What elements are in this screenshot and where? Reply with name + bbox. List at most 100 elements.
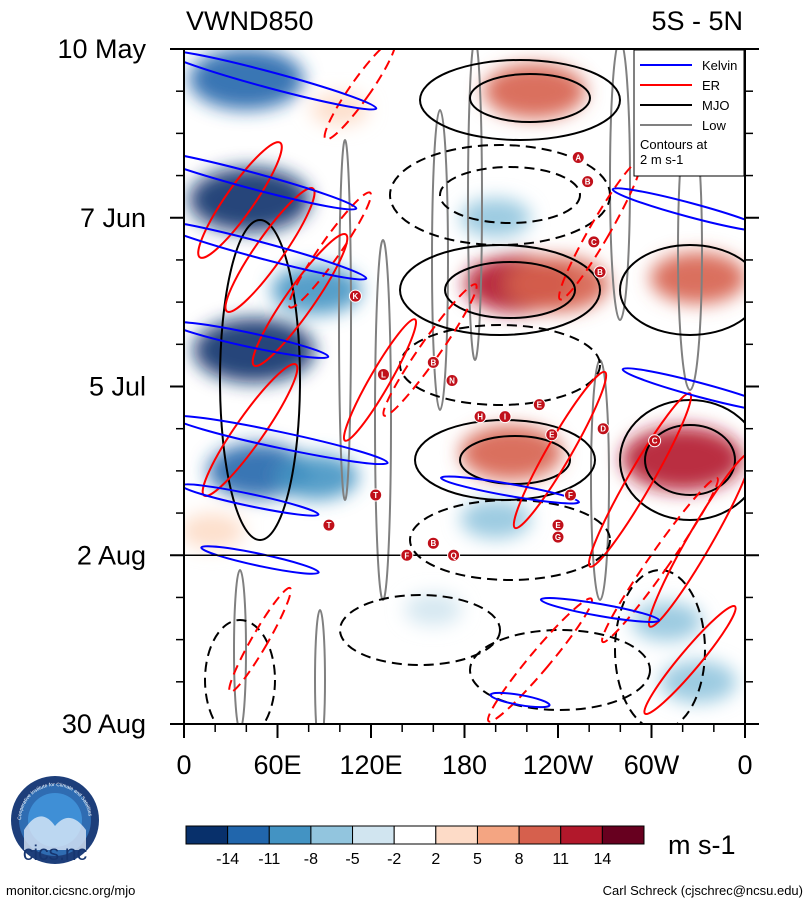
svg-text:Q: Q (450, 551, 456, 560)
logo-text: cics.nc (23, 842, 87, 865)
anomaly-cell-16 (404, 593, 463, 626)
anomaly-cell-13 (460, 499, 531, 539)
svg-text:E: E (549, 431, 555, 440)
event-label-b-1: B (581, 175, 595, 189)
svg-text:E: E (555, 521, 561, 530)
svg-text:A: A (575, 153, 581, 162)
colorbar-swatch-8 (518, 825, 562, 845)
x-tick-label-3: 180 (442, 750, 487, 780)
legend: Kelvin ER MJO Low Contours at 2 m s-1 (633, 49, 745, 177)
svg-text:Kelvin: Kelvin (702, 58, 737, 73)
colorbar-level-label-3: -5 (345, 851, 359, 868)
anomaly-cell-11 (650, 252, 745, 305)
x-tick-label-6: 0 (737, 750, 752, 780)
svg-text:C: C (652, 437, 658, 446)
legend-item-er: ER (640, 78, 720, 93)
svg-text:F: F (404, 551, 409, 560)
colorbar-swatch-5 (393, 825, 437, 845)
event-label-c-13: C (648, 434, 662, 448)
x-tick-label-2: 120E (339, 750, 402, 780)
event-label-a-0: A (571, 150, 585, 164)
colorbar-swatch-1 (227, 825, 270, 845)
event-label-d-12: D (596, 422, 610, 436)
svg-text:H: H (477, 413, 483, 422)
event-label-f-20: F (400, 548, 414, 562)
y-tick-label-2: 5 Jul (89, 372, 146, 402)
event-label-q-21: Q (447, 548, 461, 562)
legend-item-low: Low (640, 118, 726, 133)
svg-text:ER: ER (702, 78, 720, 93)
x-tick-labels: 0 60E 120E 180 120W 60W 0 (176, 750, 752, 780)
colorbar-level-label-7: 8 (515, 851, 524, 868)
event-label-k-4: K (348, 289, 362, 303)
event-label-e-17: E (551, 518, 565, 532)
anomaly-cell-1 (188, 167, 311, 233)
svg-text:B: B (430, 539, 436, 548)
svg-text:T: T (326, 521, 331, 530)
legend-note-line2: 2 m s-1 (640, 152, 683, 167)
event-label-f-16: F (563, 488, 577, 502)
event-label-i-9: I (498, 410, 512, 424)
svg-text:G: G (555, 533, 561, 542)
x-tick-label-5: 60W (624, 750, 680, 780)
anomaly-cell-6 (483, 63, 586, 119)
colorbar-level-label-5: 2 (431, 851, 440, 868)
event-label-t-14: T (369, 488, 383, 502)
event-label-e-10: E (532, 398, 546, 412)
svg-text:N: N (449, 376, 455, 385)
colorbar-swatch-6 (435, 825, 478, 845)
colorbar-level-label-8: 11 (552, 851, 569, 868)
footer-credit: Carl Schreck (cjschrec@ncsu.edu) (602, 883, 803, 898)
region-label: 5S - 5N (651, 6, 743, 36)
event-label-e-11: E (545, 428, 559, 442)
svg-text:D: D (600, 425, 606, 434)
colorbar-swatch-2 (268, 825, 312, 845)
axis-ticks (170, 48, 759, 738)
event-label-t-15: T (322, 518, 336, 532)
svg-text:B: B (585, 178, 591, 187)
colorbar: -14 -11 -8 -5 -2 2 5 8 11 14 (185, 825, 645, 868)
event-label-l-5: L (376, 367, 390, 381)
event-label-b-19: B (426, 536, 440, 550)
anomaly-cell-14 (631, 601, 703, 642)
svg-text:C: C (591, 238, 597, 247)
colorbar-swatch-10 (601, 825, 645, 845)
event-label-b-6: B (426, 355, 440, 369)
y-tick-label-1: 7 Jun (80, 203, 146, 233)
footer-url[interactable]: monitor.cicsnc.org/mjo (6, 883, 136, 898)
colorbar-level-label-6: 5 (473, 851, 482, 868)
event-label-c-2: C (587, 235, 601, 249)
svg-text:K: K (353, 292, 359, 301)
colorbar-swatch-3 (310, 825, 354, 845)
event-label-g-18: G (551, 530, 565, 544)
colorbar-level-label-1: -11 (258, 851, 280, 868)
legend-item-mjo: MJO (640, 98, 729, 113)
anomaly-cell-8 (506, 256, 610, 312)
svg-text:B: B (597, 268, 603, 277)
event-label-n-7: N (445, 373, 459, 387)
colorbar-level-label-0: -14 (216, 851, 239, 868)
anomaly-cell-12 (460, 198, 531, 238)
legend-note-line1: Contours at (640, 137, 708, 152)
anomaly-cell-18 (184, 513, 245, 550)
event-label-b-3: B (593, 265, 607, 279)
legend-item-kelvin: Kelvin (640, 58, 737, 73)
x-tick-label-4: 120W (523, 750, 594, 780)
colorbar-swatch-4 (352, 825, 395, 845)
anomaly-cell-0 (188, 49, 304, 110)
y-tick-label-0: 10 May (57, 34, 146, 64)
svg-text:I: I (504, 413, 506, 422)
anomaly-cell-2 (193, 317, 315, 383)
svg-text:Low: Low (702, 118, 726, 133)
mjo-negative-contours (204, 144, 706, 724)
svg-text:MJO: MJO (702, 98, 729, 113)
colorbar-swatch-9 (560, 825, 603, 845)
colorbar-level-label-4: -2 (387, 851, 401, 868)
colorbar-swatch-0 (185, 825, 229, 845)
svg-text:E: E (537, 401, 543, 410)
x-tick-label-0: 0 (176, 750, 191, 780)
colorbar-level-label-9: 14 (593, 851, 611, 868)
kelvin-contours (184, 49, 745, 709)
